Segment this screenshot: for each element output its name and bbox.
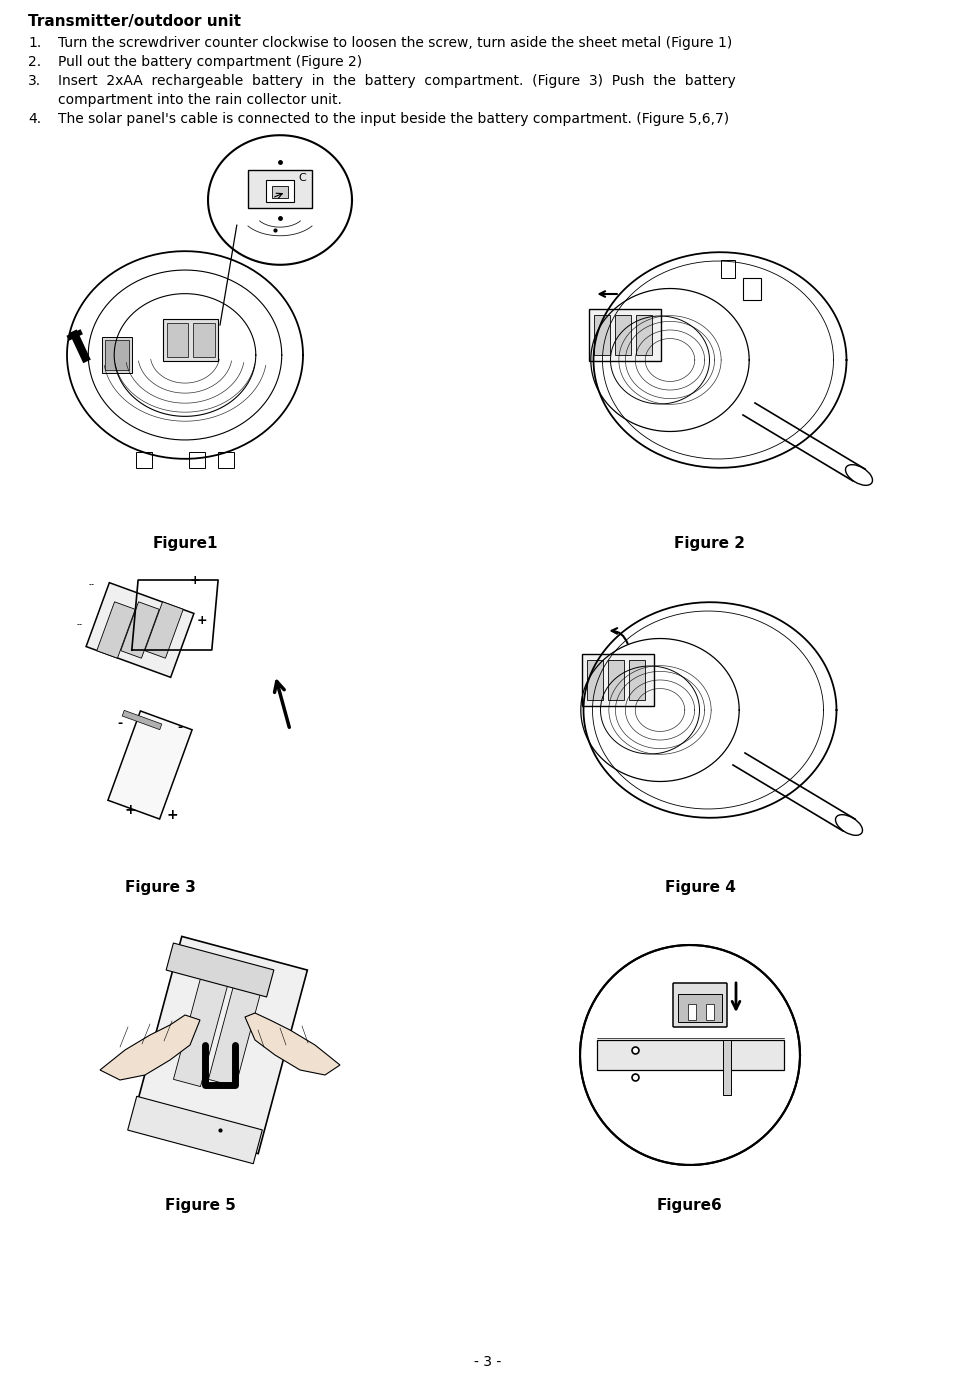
Text: -: -	[178, 720, 183, 734]
FancyBboxPatch shape	[673, 983, 727, 1027]
Polygon shape	[245, 1013, 340, 1075]
Circle shape	[580, 945, 800, 1165]
Polygon shape	[128, 1096, 263, 1164]
Polygon shape	[166, 943, 274, 997]
Bar	[587, 660, 603, 700]
Bar	[248, 169, 312, 208]
Polygon shape	[108, 711, 192, 819]
Ellipse shape	[845, 464, 873, 485]
Text: +: +	[197, 614, 207, 627]
Polygon shape	[133, 936, 307, 1154]
Bar	[136, 452, 151, 468]
Bar	[167, 324, 188, 357]
Text: compartment into the rain collector unit.: compartment into the rain collector unit…	[58, 94, 342, 107]
Polygon shape	[100, 1015, 200, 1080]
Text: Figure 2: Figure 2	[674, 536, 746, 551]
Bar	[636, 315, 652, 355]
Text: Figure1: Figure1	[152, 536, 218, 551]
Bar	[219, 452, 234, 468]
Text: +: +	[124, 803, 136, 817]
Bar	[723, 1040, 731, 1095]
Text: Figure6: Figure6	[657, 1198, 723, 1213]
Text: Insert  2xAA  rechargeable  battery  in  the  battery  compartment.  (Figure  3): Insert 2xAA rechargeable battery in the …	[58, 74, 736, 88]
Text: Turn the screwdriver counter clockwise to loosen the screw, turn aside the sheet: Turn the screwdriver counter clockwise t…	[58, 36, 732, 50]
Polygon shape	[97, 602, 136, 658]
Polygon shape	[209, 964, 266, 1086]
Text: The solar panel's cable is connected to the input beside the battery compartment: The solar panel's cable is connected to …	[58, 112, 729, 127]
Bar	[594, 315, 610, 355]
Bar	[582, 654, 654, 706]
Text: --: --	[89, 581, 95, 589]
Bar	[596, 1040, 784, 1070]
Text: 2.: 2.	[28, 55, 41, 69]
Bar	[104, 340, 129, 370]
Polygon shape	[122, 711, 162, 730]
Bar	[706, 1004, 714, 1020]
Text: - 3 -: - 3 -	[474, 1355, 502, 1369]
Bar	[162, 319, 218, 361]
Bar	[721, 259, 735, 278]
Bar	[615, 315, 631, 355]
Bar	[589, 308, 661, 361]
Bar	[629, 660, 645, 700]
Bar	[193, 324, 215, 357]
Text: 1.: 1.	[28, 36, 41, 50]
Bar	[188, 452, 205, 468]
Text: --: --	[77, 621, 83, 629]
Text: Transmitter/outdoor unit: Transmitter/outdoor unit	[28, 14, 241, 29]
Text: 4.: 4.	[28, 112, 41, 127]
Bar	[688, 1004, 696, 1020]
Polygon shape	[121, 602, 159, 658]
Bar	[678, 994, 722, 1022]
Text: +: +	[166, 808, 178, 822]
Text: Figure 4: Figure 4	[665, 880, 736, 895]
Ellipse shape	[835, 815, 863, 836]
Text: Pull out the battery compartment (Figure 2): Pull out the battery compartment (Figure…	[58, 55, 362, 69]
Text: C: C	[298, 174, 305, 183]
Text: Figure 3: Figure 3	[125, 880, 195, 895]
Bar	[743, 278, 761, 300]
Bar	[102, 337, 132, 373]
Bar	[266, 180, 294, 202]
Bar	[272, 186, 288, 198]
Polygon shape	[174, 964, 231, 1086]
Text: Figure 5: Figure 5	[165, 1198, 235, 1213]
Text: 3.: 3.	[28, 74, 41, 88]
Bar	[608, 660, 624, 700]
Text: -: -	[117, 716, 123, 730]
Text: +: +	[189, 573, 200, 587]
Polygon shape	[144, 602, 183, 658]
Polygon shape	[86, 582, 194, 677]
